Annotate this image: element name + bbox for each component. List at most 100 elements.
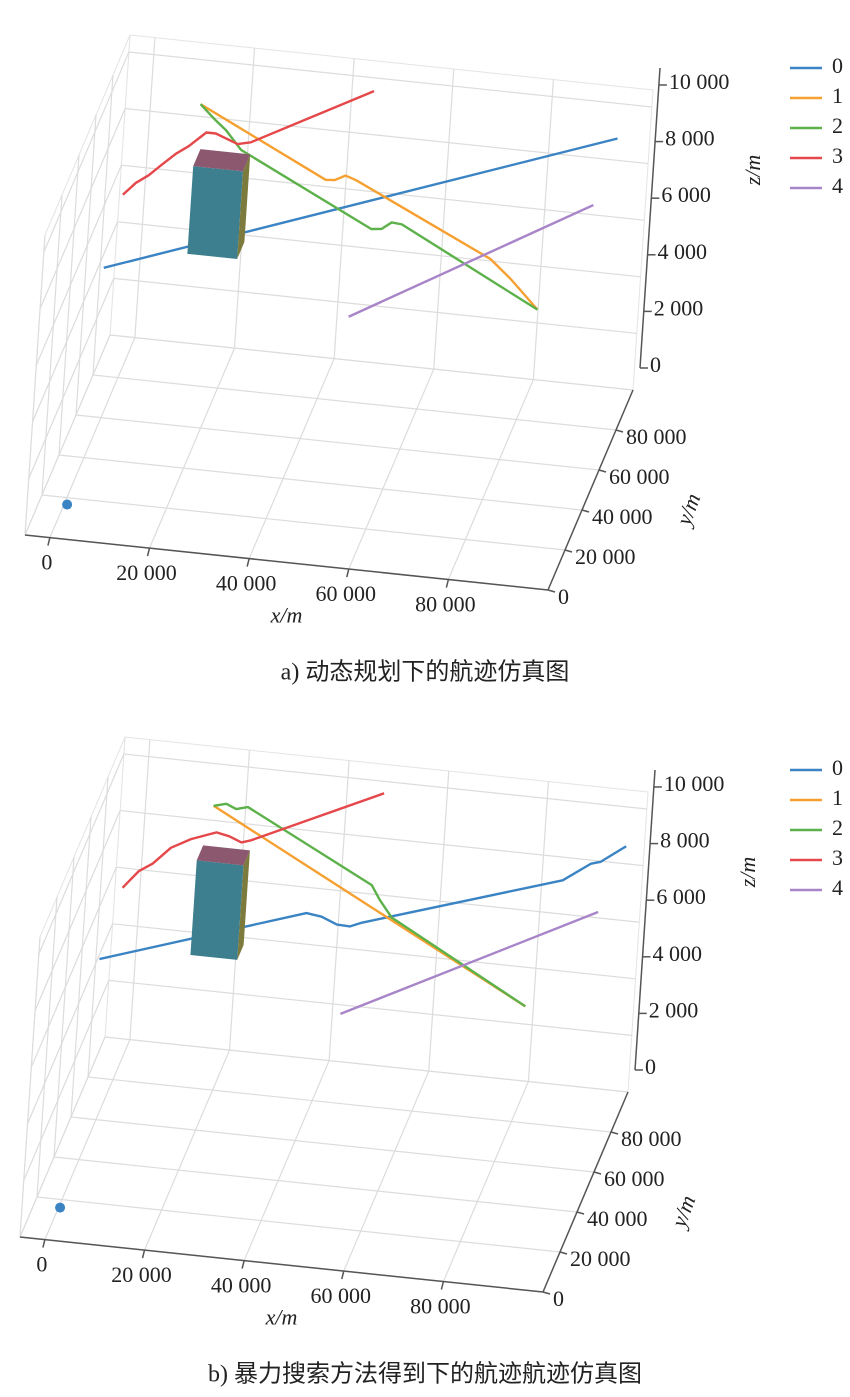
grid-line xyxy=(128,51,652,108)
grid-line xyxy=(53,1156,578,1213)
legend-label: 3 xyxy=(832,845,843,870)
x-tick-label: 60 000 xyxy=(316,581,377,606)
grid-line xyxy=(41,494,566,551)
grid-line xyxy=(75,414,600,471)
grid-line xyxy=(58,454,583,511)
obstacle-top xyxy=(196,845,250,866)
x-tick-label: 0 xyxy=(36,1252,47,1277)
z-tick-label: 4 000 xyxy=(653,941,703,966)
legend-label: 2 xyxy=(832,815,843,840)
y-tick xyxy=(559,1251,568,1255)
grid-line xyxy=(328,760,350,1061)
x-tick xyxy=(241,1260,245,1269)
obstacle-front xyxy=(187,166,244,260)
trajectory xyxy=(99,845,627,961)
y-tick-label: 0 xyxy=(558,584,569,609)
grid-line xyxy=(24,334,111,536)
grid-line xyxy=(248,358,335,559)
grid-line xyxy=(348,368,435,570)
x-tick xyxy=(146,547,151,557)
x-tick xyxy=(341,1270,345,1280)
obstacle-top xyxy=(193,149,251,172)
x-axis xyxy=(24,534,549,591)
trajectory xyxy=(121,792,385,889)
x-tick xyxy=(42,1239,46,1248)
z-tick-label: 8 000 xyxy=(665,126,715,151)
z-axis xyxy=(634,769,656,1071)
y-axis xyxy=(542,1091,629,1293)
x-tick xyxy=(246,558,250,567)
x-tick-label: 80 000 xyxy=(410,1294,471,1319)
x-tick-label: 20 000 xyxy=(111,1262,172,1287)
x-axis-label: x/m xyxy=(265,1305,298,1330)
x-tick xyxy=(346,568,350,578)
x-tick-label: 40 000 xyxy=(216,571,277,596)
y-tick xyxy=(615,429,624,433)
x-tick-label: 60 000 xyxy=(311,1283,372,1308)
legend-label: 4 xyxy=(832,173,843,198)
grid-line xyxy=(92,74,114,376)
start-point xyxy=(55,1202,66,1213)
grid-line xyxy=(113,277,637,334)
grid-line xyxy=(36,1196,561,1253)
y-tick-label: 40 000 xyxy=(587,1206,648,1231)
grid-line xyxy=(24,234,46,536)
start-point xyxy=(62,499,73,510)
grid-line xyxy=(19,936,41,1238)
legend-label: 1 xyxy=(832,83,843,108)
legend-label: 0 xyxy=(832,53,843,78)
grid-line xyxy=(433,69,455,370)
z-tick-label: 2 000 xyxy=(654,295,704,320)
y-tick xyxy=(547,589,556,593)
y-tick-label: 0 xyxy=(553,1286,564,1311)
y-tick xyxy=(598,469,607,473)
trajectory xyxy=(122,90,375,196)
grid-line xyxy=(58,154,80,456)
x-tick-label: 40 000 xyxy=(211,1273,272,1298)
z-tick-label: 10 000 xyxy=(664,771,725,796)
x-tick-label: 20 000 xyxy=(116,560,177,585)
y-tick-label: 20 000 xyxy=(570,1246,631,1271)
y-tick xyxy=(610,1131,619,1135)
x-tick xyxy=(141,1249,146,1259)
obstacle-side xyxy=(237,154,251,260)
z-tick-label: 2 000 xyxy=(649,997,699,1022)
z-tick-label: 10 000 xyxy=(669,69,730,94)
grid-line xyxy=(41,194,63,496)
legend-label: 3 xyxy=(832,143,843,168)
y-tick xyxy=(593,1171,602,1175)
y-tick-label: 80 000 xyxy=(621,1126,682,1151)
grid-line xyxy=(428,771,450,1072)
x-axis xyxy=(19,1236,544,1293)
legend-label: 1 xyxy=(832,785,843,810)
grid-line xyxy=(333,58,355,359)
z-tick-label: 6 000 xyxy=(661,182,711,207)
legend-label: 2 xyxy=(832,113,843,138)
x-tick-label: 80 000 xyxy=(415,592,476,617)
chart-title: b) 暴力搜索方法得到下的航迹航迹仿真图 xyxy=(208,1361,642,1388)
y-tick xyxy=(581,509,590,513)
y-tick xyxy=(542,1291,551,1295)
y-tick-label: 60 000 xyxy=(604,1166,665,1191)
trajectory xyxy=(348,203,594,318)
trajectory xyxy=(213,802,526,1008)
y-tick-label: 40 000 xyxy=(592,504,653,529)
grid-line xyxy=(92,374,617,431)
grid-line xyxy=(120,809,644,867)
grid-line xyxy=(34,810,121,1011)
grid-line xyxy=(31,221,119,423)
grid-line xyxy=(442,1081,529,1282)
grid-line xyxy=(39,108,126,309)
grid-line xyxy=(70,816,92,1118)
x-tick xyxy=(47,537,51,546)
grid-line xyxy=(70,1116,595,1173)
y-tick-label: 20 000 xyxy=(575,544,636,569)
grid-line xyxy=(36,896,58,1198)
grid-line xyxy=(75,114,97,416)
grid-line xyxy=(38,753,125,955)
grid-line xyxy=(30,866,117,1068)
trajectory xyxy=(339,910,599,1015)
x-axis-label: x/m xyxy=(270,603,303,628)
trajectory xyxy=(199,103,539,311)
z-tick-label: 6 000 xyxy=(656,884,706,909)
